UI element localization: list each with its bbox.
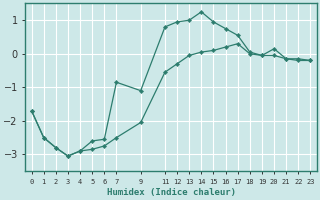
X-axis label: Humidex (Indice chaleur): Humidex (Indice chaleur) <box>107 188 236 197</box>
